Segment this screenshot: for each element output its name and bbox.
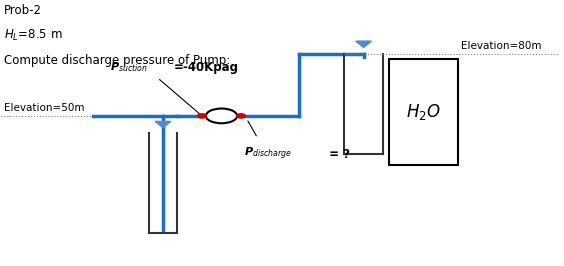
Polygon shape [155, 121, 171, 128]
Text: $H_2O$: $H_2O$ [406, 102, 441, 122]
Text: = ?: = ? [324, 148, 350, 161]
Circle shape [236, 114, 245, 118]
Circle shape [197, 114, 206, 118]
Text: Elevation=80m: Elevation=80m [461, 41, 541, 51]
Text: =-40Kpag: =-40Kpag [174, 61, 239, 74]
Text: $H_L$=8.5 m: $H_L$=8.5 m [4, 28, 63, 43]
Text: Compute discharge pressure of Pump:: Compute discharge pressure of Pump: [4, 54, 231, 67]
Text: $\bfit{P}$$_{suction}$: $\bfit{P}$$_{suction}$ [110, 60, 148, 74]
Polygon shape [356, 41, 371, 47]
Bar [389, 59, 459, 165]
Circle shape [206, 109, 237, 123]
Text: Elevation=50m: Elevation=50m [4, 103, 85, 113]
Text: Prob-2: Prob-2 [4, 4, 42, 17]
Text: $\bfit{P}$$_{discharge}$: $\bfit{P}$$_{discharge}$ [244, 146, 292, 162]
